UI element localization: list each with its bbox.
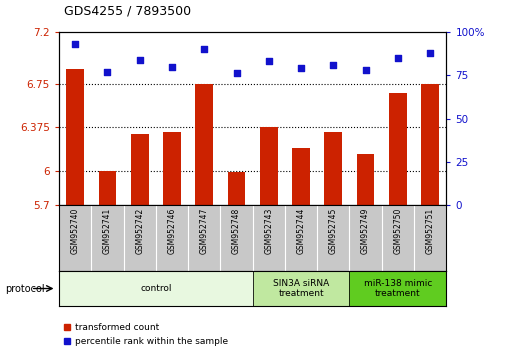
Bar	[357, 154, 374, 205]
Point	[103, 69, 111, 75]
Point	[297, 65, 305, 71]
Text: GSM952749: GSM952749	[361, 207, 370, 254]
Bar	[260, 127, 278, 205]
Text: GSM952751: GSM952751	[426, 207, 435, 253]
Point	[362, 67, 370, 73]
Bar	[66, 69, 84, 205]
Text: SIN3A siRNA
treatment: SIN3A siRNA treatment	[273, 279, 329, 298]
Legend: transformed count, percentile rank within the sample: transformed count, percentile rank withi…	[64, 324, 228, 346]
Text: GSM952742: GSM952742	[135, 207, 144, 253]
Point	[200, 46, 208, 52]
Bar	[131, 133, 149, 205]
Bar	[349, 271, 446, 306]
Bar	[195, 84, 213, 205]
Text: GSM952747: GSM952747	[200, 207, 209, 254]
Point	[426, 50, 435, 56]
Point	[232, 71, 241, 76]
Text: GSM952748: GSM952748	[232, 207, 241, 253]
Text: GDS4255 / 7893500: GDS4255 / 7893500	[64, 5, 191, 18]
Point	[329, 62, 338, 68]
Text: GSM952750: GSM952750	[393, 207, 402, 254]
Point	[265, 58, 273, 64]
Text: GSM952740: GSM952740	[71, 207, 80, 254]
Point	[135, 57, 144, 62]
Text: GSM952743: GSM952743	[264, 207, 273, 254]
Point	[71, 41, 79, 47]
Text: miR-138 mimic
treatment: miR-138 mimic treatment	[364, 279, 432, 298]
Text: GSM952741: GSM952741	[103, 207, 112, 253]
Text: GSM952746: GSM952746	[167, 207, 176, 254]
Text: GSM952745: GSM952745	[329, 207, 338, 254]
Bar	[98, 171, 116, 205]
Point	[394, 55, 402, 61]
Bar	[324, 132, 342, 205]
Bar	[163, 132, 181, 205]
Text: GSM952744: GSM952744	[297, 207, 306, 254]
Bar	[292, 148, 310, 205]
Bar	[421, 84, 439, 205]
Text: control: control	[140, 284, 171, 293]
Bar	[389, 93, 407, 205]
Bar	[252, 271, 349, 306]
Bar	[59, 271, 252, 306]
Point	[168, 64, 176, 69]
Bar	[228, 172, 245, 205]
Text: protocol: protocol	[5, 284, 45, 293]
